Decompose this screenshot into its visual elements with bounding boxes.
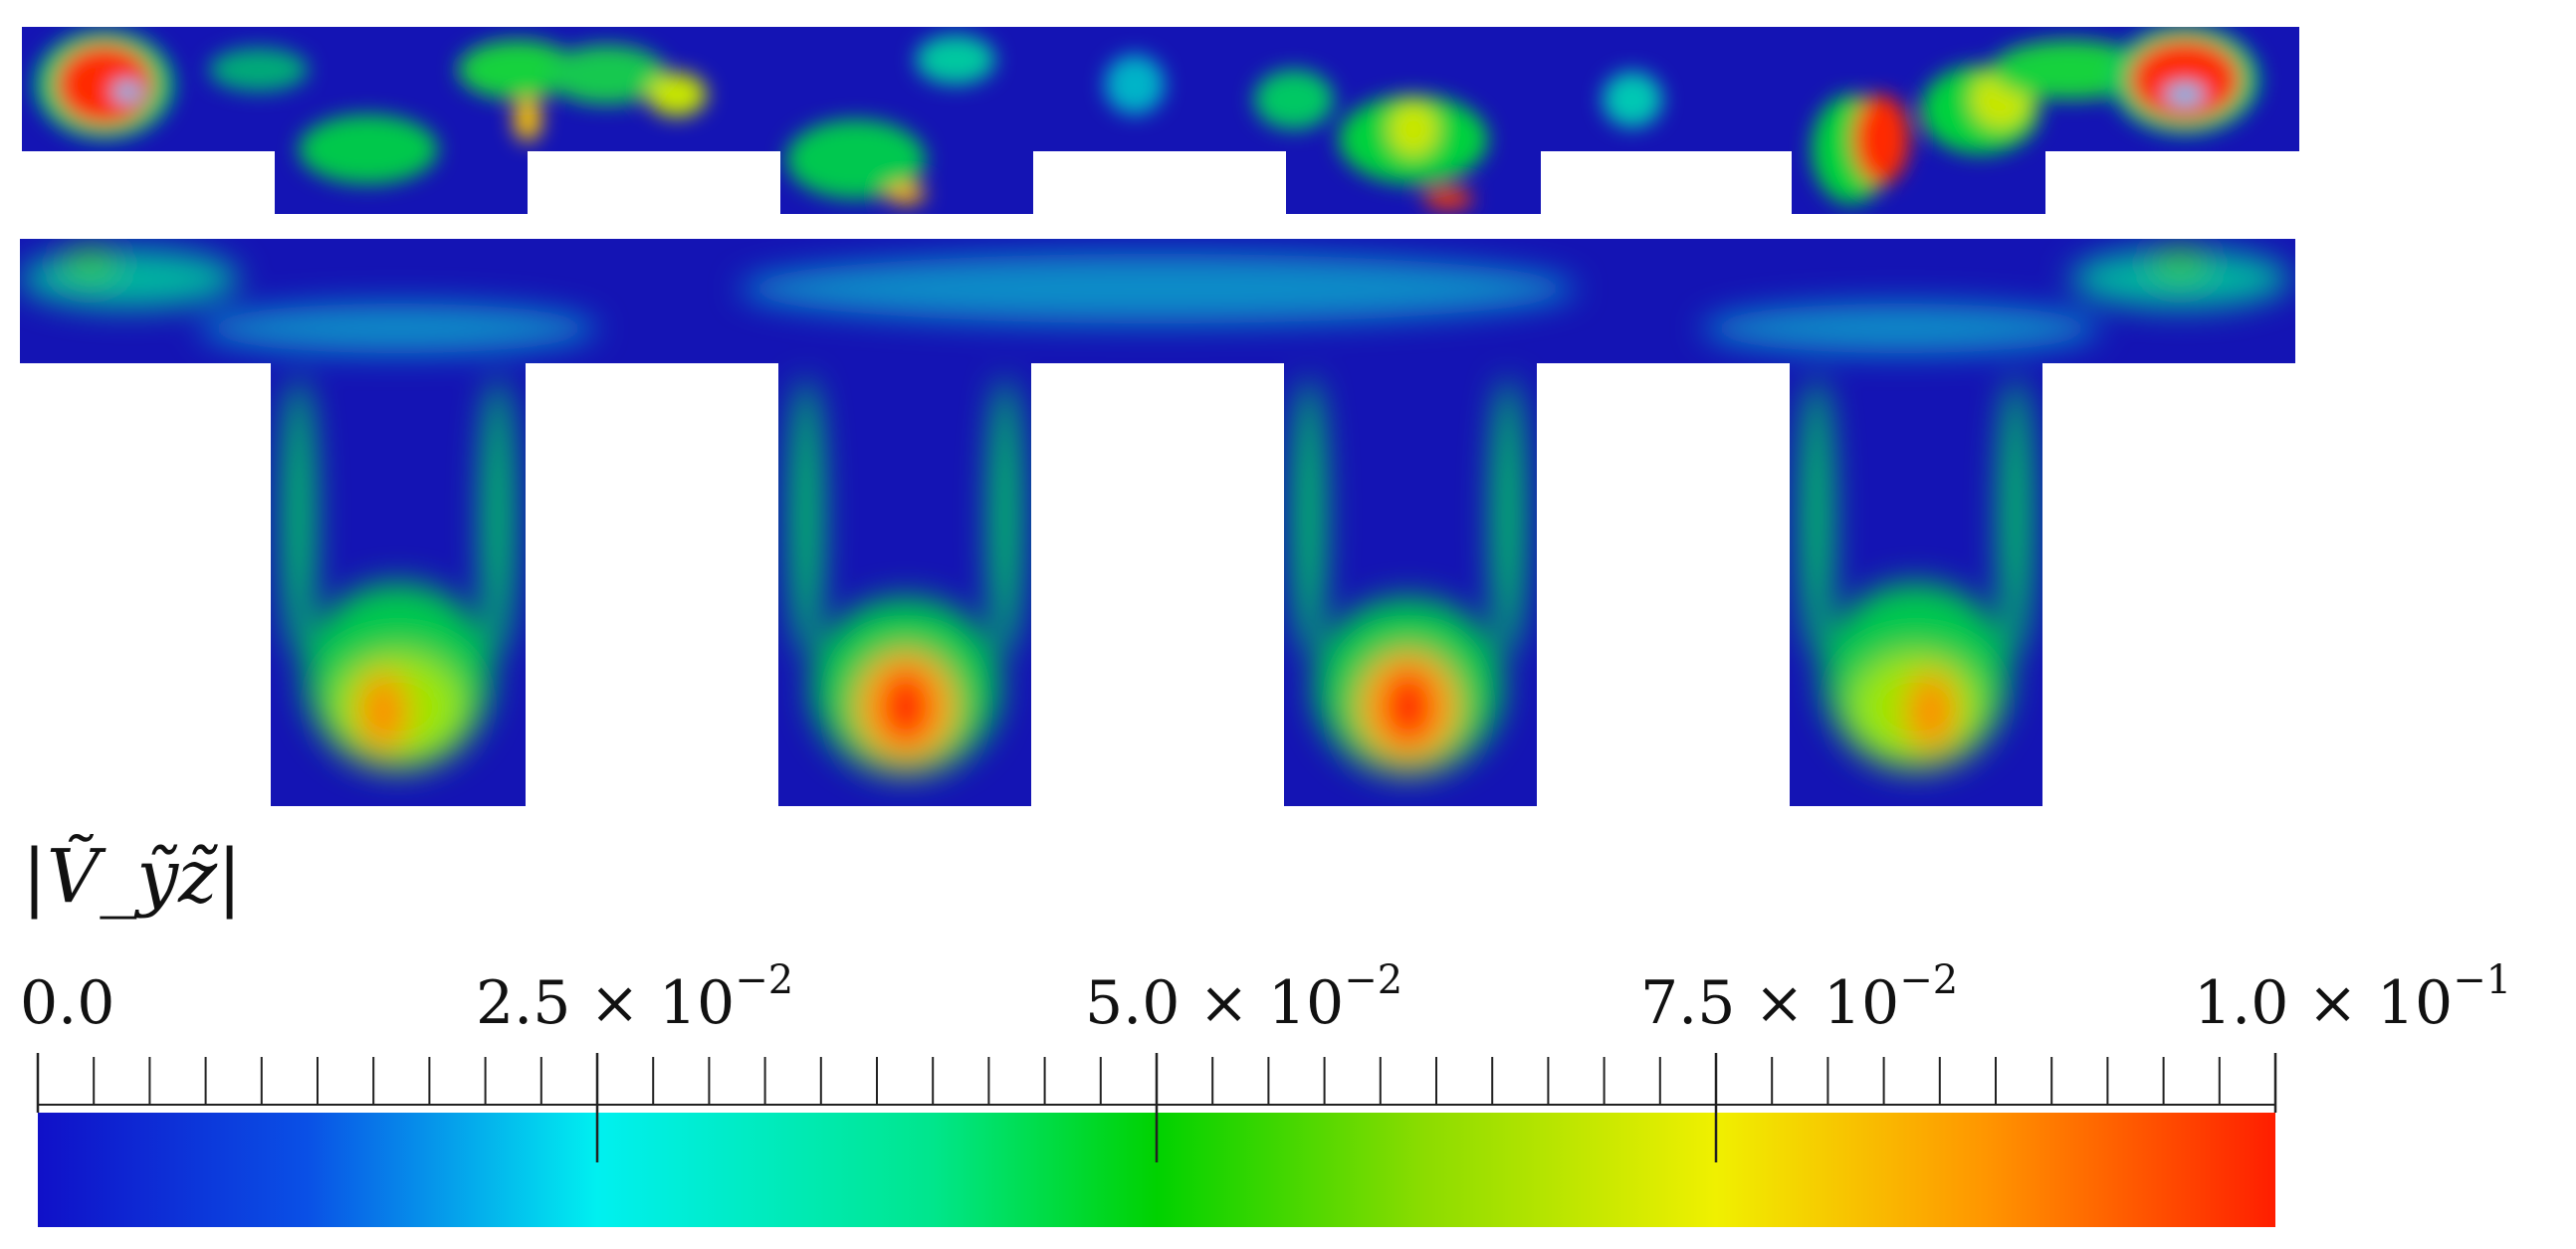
colorbar-tick-label: 7.5 × 10−2 — [1640, 957, 1959, 1038]
colorbar-tick-label: 1.0 × 10−1 — [2194, 957, 2512, 1038]
colorbar-tick-label: 5.0 × 10−2 — [1085, 957, 1403, 1038]
colorbar-title: |Ṽ_ỹz̃| — [22, 834, 243, 920]
colorbar-tick-label: 2.5 × 10−2 — [476, 957, 794, 1038]
colorbar-tick-label: 0.0 — [20, 968, 115, 1038]
upper-panel — [22, 27, 2299, 214]
colorbar-ticks — [36, 1053, 2277, 1162]
colorbar — [36, 1053, 2277, 1227]
lower-panel — [20, 239, 2295, 806]
